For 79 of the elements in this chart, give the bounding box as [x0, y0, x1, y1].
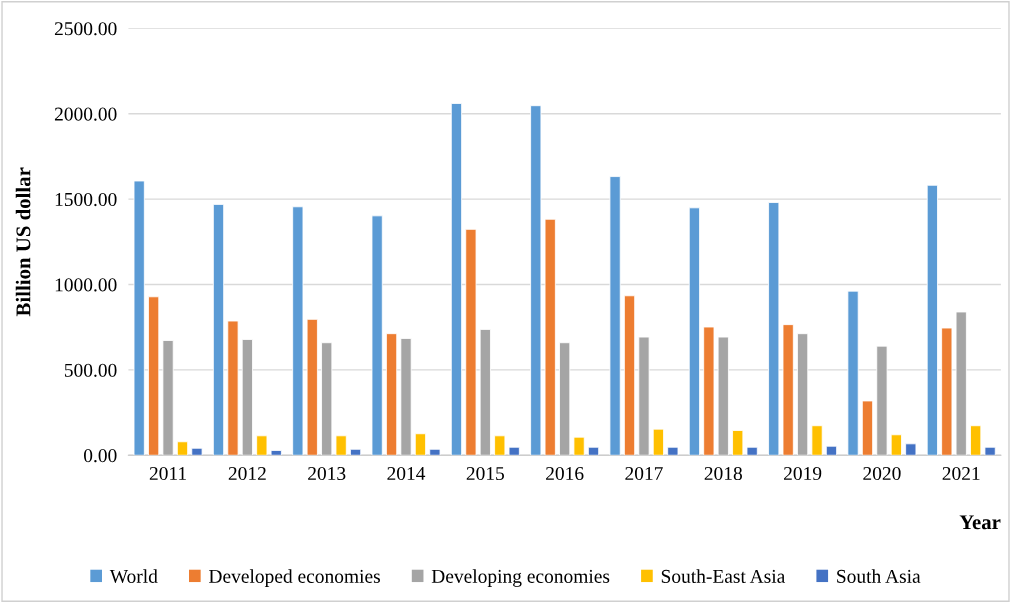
bar: [494, 435, 506, 456]
bar: [847, 290, 859, 456]
legend-label: South-East Asia: [661, 569, 786, 583]
legend-label: World: [109, 569, 158, 584]
bar: [292, 206, 304, 456]
y-tick-label: 1000.00: [55, 278, 117, 292]
bar: [306, 318, 318, 456]
bar: [191, 447, 203, 456]
x-tick-label: 2011: [149, 466, 186, 481]
bar: [450, 103, 463, 456]
legend-label: Developed economies: [209, 569, 380, 587]
bar: [349, 448, 362, 456]
bar: [876, 345, 888, 456]
bar: [544, 218, 556, 456]
bar: [732, 430, 744, 456]
bar: [782, 324, 794, 456]
bar: [148, 296, 160, 456]
bar: [212, 203, 225, 456]
bar: [970, 425, 982, 456]
x-tick-label: 2016: [546, 466, 584, 481]
bar: [256, 435, 268, 456]
bar: [573, 436, 585, 456]
y-tick-label: 2500.00: [54, 22, 117, 36]
bar: [587, 446, 600, 456]
bar: [371, 215, 383, 456]
bar: [429, 448, 441, 456]
bar: [162, 340, 174, 456]
bar: [609, 176, 621, 456]
bar: [717, 336, 729, 456]
bar: [270, 450, 282, 456]
x-tick-label: 2017: [625, 466, 663, 481]
bar: [768, 202, 780, 456]
bar: [465, 228, 477, 456]
x-tick-label: 2019: [784, 466, 822, 481]
y-tick-label: 2000.00: [54, 107, 117, 121]
y-tick-label: 0.00: [84, 449, 117, 463]
legend-label: Developing economies: [431, 569, 610, 587]
bar: [861, 400, 874, 456]
bar: [335, 435, 347, 456]
bar: [530, 105, 542, 456]
bar: [926, 184, 938, 456]
bar: [905, 443, 917, 456]
bar: [176, 441, 189, 456]
bar: [400, 338, 412, 456]
bar: [559, 342, 571, 456]
bar: [241, 339, 253, 456]
bar: [133, 180, 145, 456]
bar: [941, 327, 953, 456]
bar: [386, 333, 398, 456]
x-tick-label: 2018: [704, 466, 742, 481]
bar: [623, 295, 636, 456]
bar: [414, 433, 427, 456]
x-tick-label: 2013: [308, 466, 346, 481]
bar: [703, 326, 715, 456]
x-tick-label: 2014: [387, 466, 426, 481]
x-tick-label: 2012: [228, 466, 266, 481]
y-tick-label: 1500.00: [55, 192, 117, 207]
y-tick-label: 500.00: [64, 363, 117, 377]
x-axis-title: Year: [959, 515, 1001, 530]
bar: [321, 342, 333, 456]
bar: [955, 311, 967, 456]
bar: [638, 336, 650, 456]
legend-label: South Asia: [837, 569, 921, 583]
bar: [688, 207, 700, 456]
bar: [797, 333, 809, 456]
bar: [479, 328, 491, 456]
bar: [508, 446, 520, 456]
bar: [890, 434, 902, 456]
bar: [746, 446, 758, 456]
bar: [825, 445, 838, 456]
bar: [984, 446, 996, 456]
bar: [667, 446, 679, 456]
bar: [652, 428, 664, 456]
bar: [227, 320, 239, 456]
x-tick-label: 2020: [863, 466, 901, 481]
x-tick-label: 2015: [466, 466, 505, 481]
x-tick-label: 2021: [942, 466, 980, 481]
bar: [811, 425, 823, 456]
y-axis-title: Billion US dollar: [15, 167, 31, 317]
